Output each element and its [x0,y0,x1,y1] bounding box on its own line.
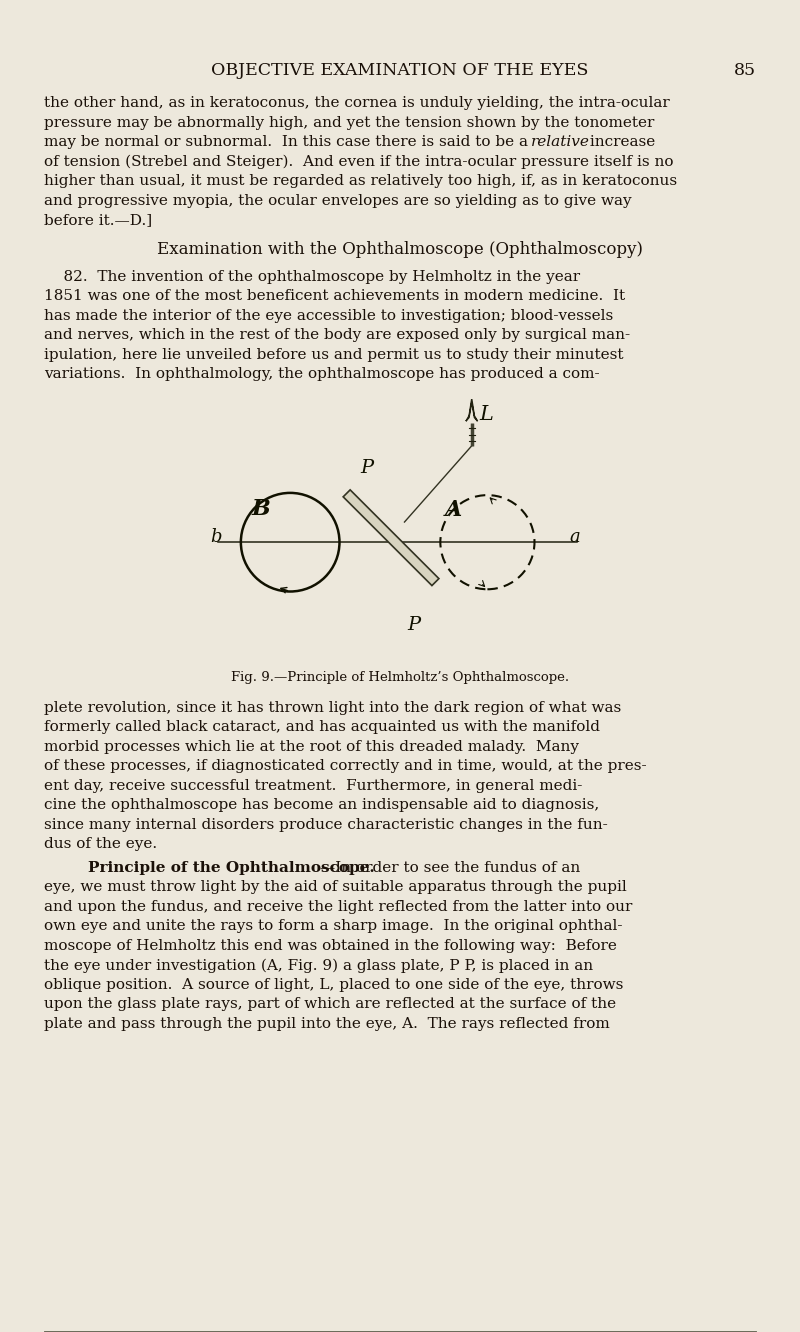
Text: Principle of the Ophthalmoscope.: Principle of the Ophthalmoscope. [88,860,374,875]
Text: Fig. 9.—Principle of Helmholtz’s Ophthalmoscope.: Fig. 9.—Principle of Helmholtz’s Ophthal… [231,671,569,683]
Text: 1851 was one of the most beneficent achievements in modern medicine.  It: 1851 was one of the most beneficent achi… [44,289,625,304]
Text: higher than usual, it must be regarded as relatively too high, if, as in keratoc: higher than usual, it must be regarded a… [44,174,677,188]
Polygon shape [466,398,478,421]
Text: pressure may be abnormally high, and yet the tension shown by the tonometer: pressure may be abnormally high, and yet… [44,116,654,129]
Text: variations.  In ophthalmology, the ophthalmoscope has produced a com-: variations. In ophthalmology, the ophtha… [44,368,600,381]
Text: A: A [445,500,462,521]
Text: of tension (Strebel and Steiger).  And even if the intra-ocular pressure itself : of tension (Strebel and Steiger). And ev… [44,155,674,169]
Text: and upon the fundus, and receive the light reflected from the latter into our: and upon the fundus, and receive the lig… [44,899,632,914]
Text: a: a [570,527,580,546]
Text: and progressive myopia, the ocular envelopes are so yielding as to give way: and progressive myopia, the ocular envel… [44,193,632,208]
Polygon shape [343,490,439,586]
Text: dus of the eye.: dus of the eye. [44,838,157,851]
Text: —In order to see the fundus of an: —In order to see the fundus of an [320,860,580,875]
Text: the eye under investigation (A, Fig. 9) a glass plate, P P, is placed in an: the eye under investigation (A, Fig. 9) … [44,958,593,972]
Text: formerly called black cataract, and has acquainted us with the manifold: formerly called black cataract, and has … [44,721,600,734]
Text: plate and pass through the pupil into the eye, A.  The rays reflected from: plate and pass through the pupil into th… [44,1016,610,1031]
Text: has made the interior of the eye accessible to investigation; blood-vessels: has made the interior of the eye accessi… [44,309,614,322]
Text: own eye and unite the rays to form a sharp image.  In the original ophthal-: own eye and unite the rays to form a sha… [44,919,622,934]
Text: Examination with the Ophthalmoscope (Ophthalmoscopy): Examination with the Ophthalmoscope (Oph… [157,241,643,257]
Text: 85: 85 [734,63,756,79]
Text: L: L [479,405,493,424]
Text: b: b [210,527,222,546]
Text: may be normal or subnormal.  In this case there is said to be a: may be normal or subnormal. In this case… [44,135,533,149]
Text: morbid processes which lie at the root of this dreaded malady.  Many: morbid processes which lie at the root o… [44,739,579,754]
Text: relative: relative [531,135,590,149]
Text: oblique position.  A source of light, L, placed to one side of the eye, throws: oblique position. A source of light, L, … [44,978,623,992]
Text: P: P [360,460,373,477]
Text: ipulation, here lie unveiled before us and permit us to study their minutest: ipulation, here lie unveiled before us a… [44,348,623,362]
Text: increase: increase [585,135,655,149]
Text: B: B [252,498,270,519]
Text: eye, we must throw light by the aid of suitable apparatus through the pupil: eye, we must throw light by the aid of s… [44,880,626,894]
Text: ent day, receive successful treatment.  Furthermore, in general medi-: ent day, receive successful treatment. F… [44,779,582,793]
Text: cine the ophthalmoscope has become an indispensable aid to diagnosis,: cine the ophthalmoscope has become an in… [44,798,599,813]
Text: of these processes, if diagnosticated correctly and in time, would, at the pres-: of these processes, if diagnosticated co… [44,759,646,774]
Text: the other hand, as in keratoconus, the cornea is unduly yielding, the intra-ocul: the other hand, as in keratoconus, the c… [44,96,670,111]
Text: and nerves, which in the rest of the body are exposed only by surgical man-: and nerves, which in the rest of the bod… [44,328,630,342]
Text: OBJECTIVE EXAMINATION OF THE EYES: OBJECTIVE EXAMINATION OF THE EYES [211,63,589,79]
Text: moscope of Helmholtz this end was obtained in the following way:  Before: moscope of Helmholtz this end was obtain… [44,939,617,952]
Text: since many internal disorders produce characteristic changes in the fun-: since many internal disorders produce ch… [44,818,608,831]
Text: before it.—D.]: before it.—D.] [44,213,152,226]
Text: P: P [407,617,420,634]
Text: upon the glass plate rays, part of which are reflected at the surface of the: upon the glass plate rays, part of which… [44,998,616,1011]
Text: plete revolution, since it has thrown light into the dark region of what was: plete revolution, since it has thrown li… [44,701,622,715]
Text: 82.  The invention of the ophthalmoscope by Helmholtz in the year: 82. The invention of the ophthalmoscope … [44,270,580,284]
